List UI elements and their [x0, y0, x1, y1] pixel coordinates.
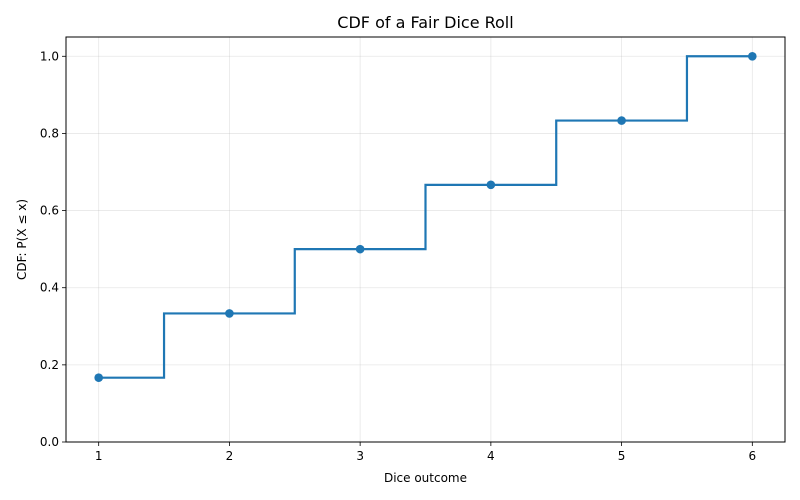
- x-axis-label: Dice outcome: [384, 471, 467, 485]
- x-tick-label: 5: [618, 449, 626, 463]
- y-tick-label: 0.8: [40, 126, 59, 140]
- y-tick-label: 0.6: [40, 204, 59, 218]
- x-tick-label: 1: [95, 449, 103, 463]
- x-tick-label: 6: [748, 449, 756, 463]
- x-tick-label: 3: [356, 449, 364, 463]
- y-axis-ticks: 0.0 0.2 0.4 0.6 0.8 1.0: [40, 49, 66, 449]
- x-tick-label: 2: [226, 449, 234, 463]
- data-point-marker: [355, 244, 365, 254]
- data-point-marker: [225, 309, 234, 318]
- cdf-series: [94, 51, 757, 383]
- cdf-step-line: [98, 55, 753, 379]
- y-tick-label: 1.0: [40, 49, 59, 63]
- y-tick-label: 0.2: [40, 358, 59, 372]
- data-point-marker: [94, 373, 103, 383]
- x-axis-ticks: 1 2 3 4 5 6: [95, 442, 756, 463]
- data-point-marker: [486, 180, 496, 190]
- y-axis-label: CDF: P(X ≤ x): [15, 199, 29, 280]
- y-tick-label: 0.0: [40, 435, 59, 449]
- y-tick-label: 0.4: [40, 281, 59, 295]
- data-point-marker: [617, 116, 626, 125]
- x-tick-label: 4: [487, 449, 495, 463]
- data-point-marker: [748, 51, 757, 61]
- chart-title: CDF of a Fair Dice Roll: [337, 13, 513, 32]
- plot-frame: [65, 36, 786, 443]
